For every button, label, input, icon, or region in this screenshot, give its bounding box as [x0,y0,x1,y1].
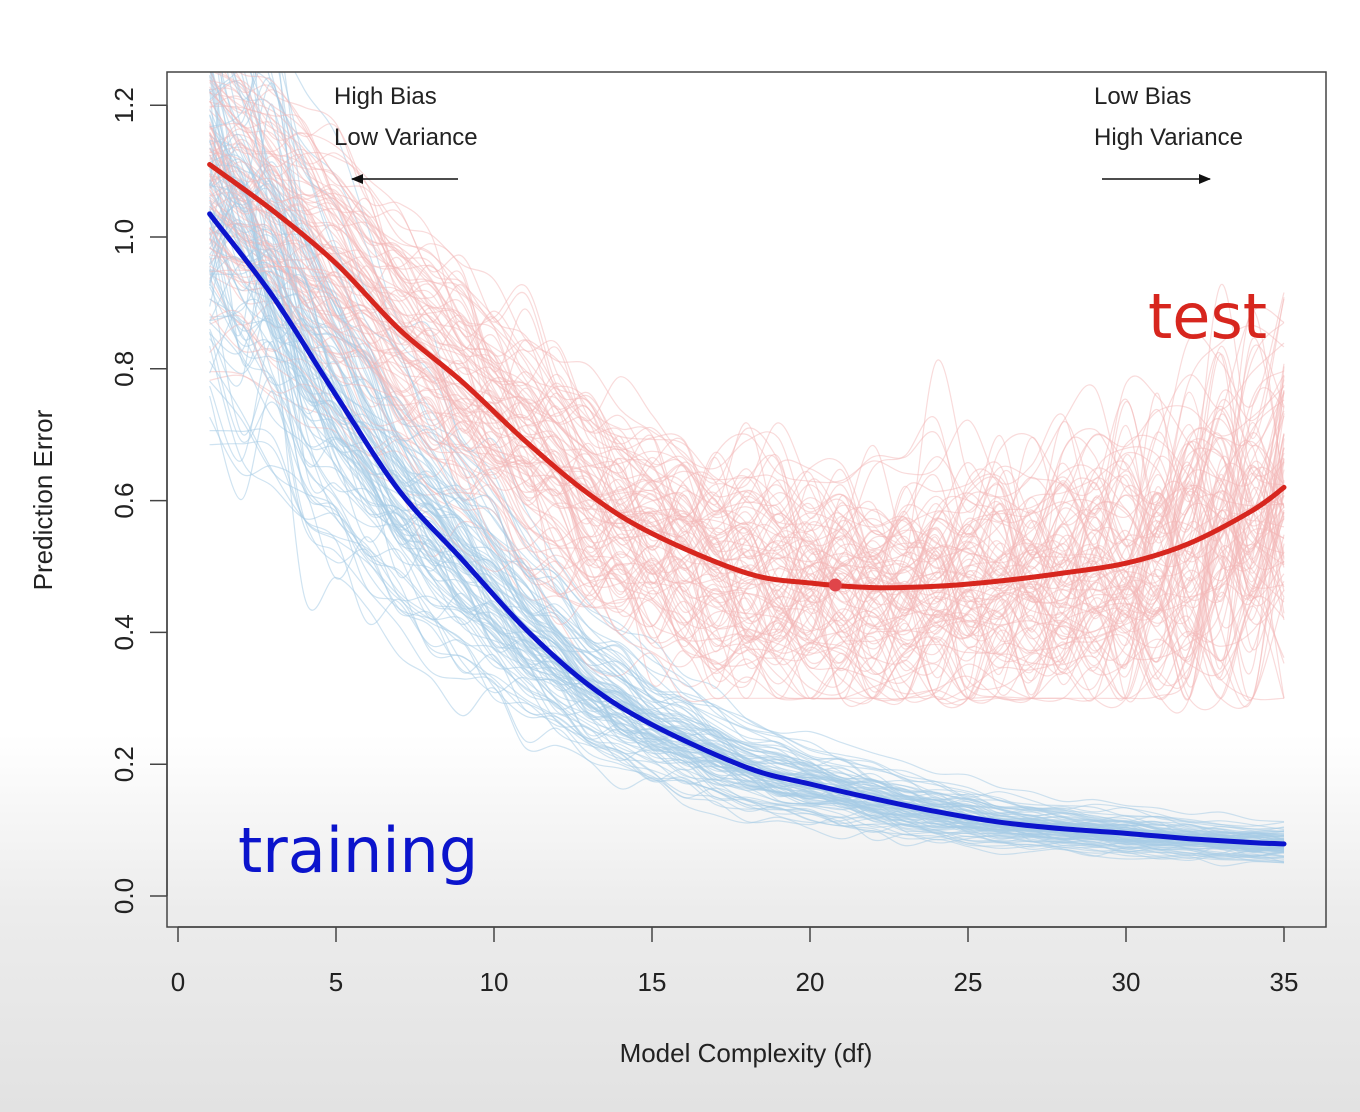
test-realization [209,175,1285,637]
test-realization [209,72,1285,561]
test-realization [237,72,1285,545]
training-realization [240,72,1285,841]
test-realization [209,126,1285,691]
test-realization [209,79,1285,541]
test-realization [209,247,1285,661]
training-realization [209,270,1285,853]
training-realization [209,271,1285,850]
x-tick-label: 0 [171,967,185,997]
y-tick-label: 0.6 [109,483,139,519]
test-realization [209,79,1285,575]
training-realization [209,428,1285,860]
training-realization [209,142,1285,848]
test-realization [209,206,1285,679]
test-realization [223,72,1285,570]
x-tick-label: 5 [329,967,343,997]
annotation-low-variance: Low Variance [334,124,478,151]
training-realization [209,72,1285,850]
test-realization [254,72,1285,622]
x-axis-title: Model Complexity (df) [620,1038,873,1068]
test-realization [209,91,1285,556]
y-tick-label: 1.2 [109,87,139,123]
test-realization [209,161,1285,605]
y-axis: 0.0 0.2 0.4 0.6 0.8 1.0 1.2 [109,87,168,914]
training-realization [209,184,1285,841]
annotation-low-bias: Low Bias [1094,83,1191,110]
x-axis: 0 5 10 15 20 25 30 35 [171,926,1299,997]
test-realization [209,151,1285,647]
series-label-test: test [1148,280,1267,353]
y-tick-label: 0.0 [109,878,139,914]
series-line-test [207,162,1287,591]
training-realization [232,72,1285,835]
test-realization [209,147,1285,640]
test-realization [209,313,1285,699]
test-realization [209,91,1285,596]
test-realization [209,128,1285,609]
test-minimum-point [828,578,842,592]
y-tick-label: 0.4 [109,614,139,650]
test-realization [209,95,1285,583]
training-realization [230,72,1285,827]
annotation-high-bias: High Bias [334,83,437,110]
test-realization [209,126,1285,622]
test-realization [209,227,1285,680]
y-tick-label: 1.0 [109,219,139,255]
test-realization [229,72,1285,581]
x-tick-label: 20 [796,967,825,997]
y-tick-label: 0.2 [109,746,139,782]
training-realization [256,72,1285,833]
training-realization [210,72,1285,850]
test-realization [209,154,1285,696]
training-realization [209,154,1285,841]
training-realization [209,341,1285,862]
y-tick-label: 0.8 [109,351,139,387]
series-label-training: training [238,814,478,887]
training-realization [209,298,1285,857]
series-line-training [207,211,1287,847]
annotation-high-variance: High Variance [1094,124,1243,151]
test-realization [216,72,1285,597]
x-tick-label: 30 [1112,967,1141,997]
training-realization [209,315,1285,860]
test-realization [209,100,1285,565]
background-curves [209,72,1285,867]
test-realization [209,238,1285,706]
test-realization [209,227,1285,693]
x-tick-label: 35 [1270,967,1299,997]
x-tick-label: 15 [638,967,667,997]
test-realization [209,254,1285,667]
test-realization [209,81,1285,604]
test-realization [235,72,1285,606]
test-realization [209,131,1285,670]
training-realization [209,197,1285,849]
training-realization [209,269,1285,863]
test-realization [209,92,1285,560]
x-tick-label: 10 [480,967,509,997]
test-realization [209,206,1285,608]
training-realization [233,72,1285,837]
test-realization [209,237,1285,680]
training-realization [209,283,1285,854]
training-realization [209,192,1285,850]
y-axis-title: Prediction Error [28,409,58,590]
training-realization [209,208,1285,852]
x-tick-label: 25 [954,967,983,997]
main-curves [207,162,1287,847]
